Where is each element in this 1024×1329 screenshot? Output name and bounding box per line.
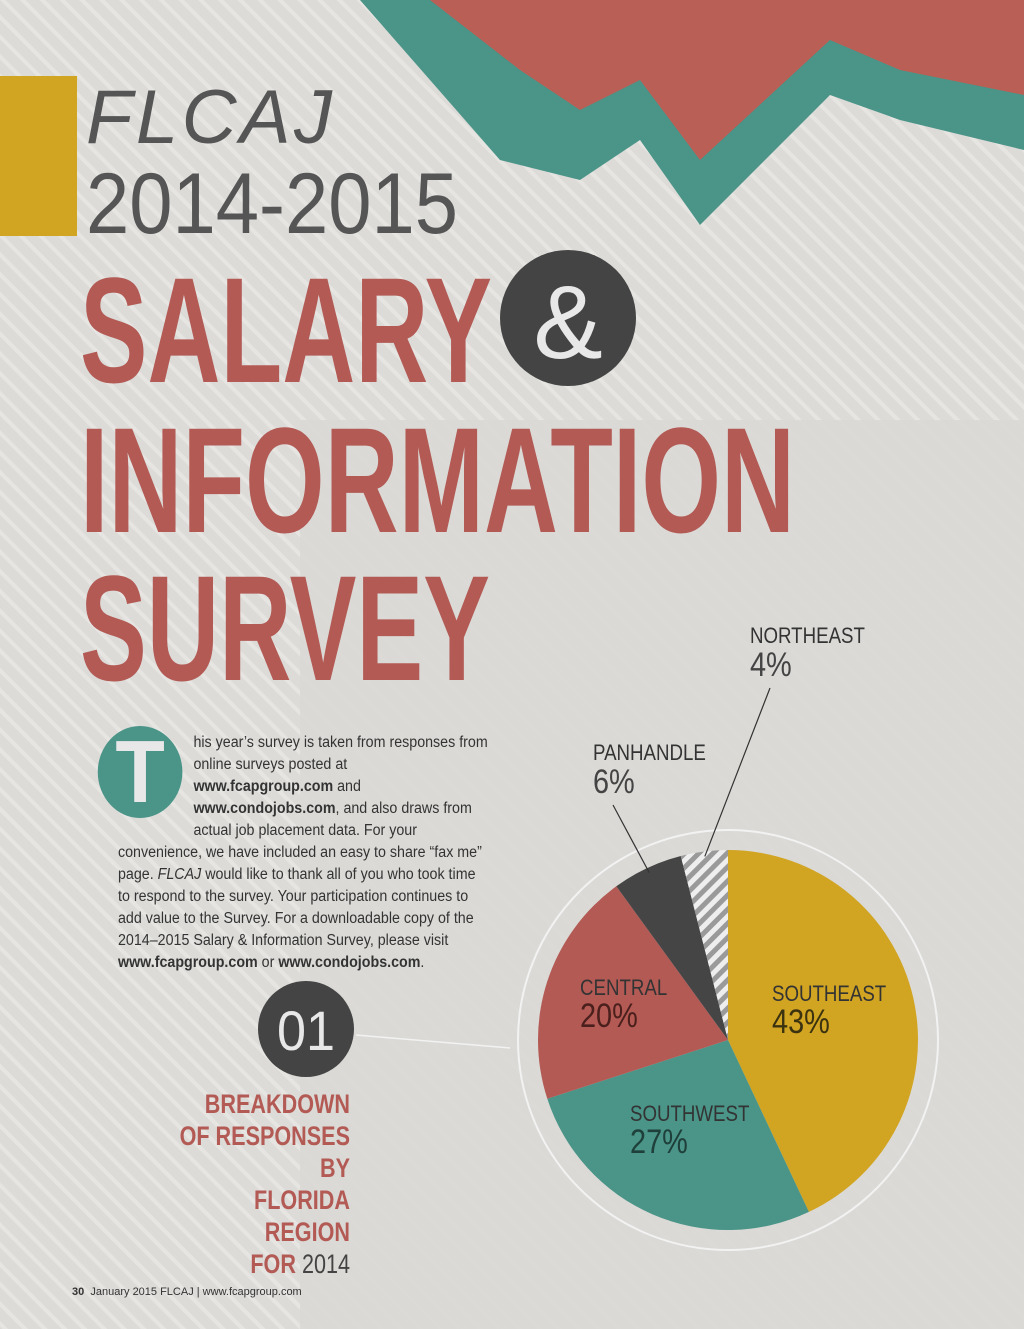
text: . [420, 954, 425, 971]
caption-line: FOR 2014 [166, 1248, 350, 1280]
leader-line [612, 804, 650, 873]
caption-line: OF RESPONSES BY [179, 1121, 350, 1183]
slice-label: NORTHEAST [750, 625, 865, 649]
slice-value-label: 43% [772, 1002, 830, 1041]
ampersand-circle [500, 250, 636, 386]
pie-slice [728, 850, 919, 1212]
text: would like to thank all of you who took … [118, 866, 476, 949]
drop-cap: T [97, 726, 183, 818]
text: his year’s survey is taken from response… [193, 734, 488, 773]
slice-value-label: 20% [580, 996, 638, 1035]
title-line: INFORMATION [80, 396, 795, 564]
text: , and also draws from actual job placeme… [118, 800, 482, 883]
link-text: www.condojobs.com [193, 800, 336, 817]
slice-label: SOUTHWEST [630, 1103, 749, 1127]
page-number: 30 [72, 1286, 85, 1298]
title-line: SALARY [80, 246, 492, 414]
figure-number: 01 [277, 999, 335, 1062]
caption-year: 2014 [301, 1249, 350, 1279]
slice-label: SOUTHEAST [772, 983, 886, 1007]
slice-label: CENTRAL [580, 977, 667, 1001]
pie-slice [538, 886, 728, 1099]
text: and [333, 778, 361, 795]
caption: BREAKDOWN OF RESPONSES BY FLORIDA REGION… [166, 1088, 350, 1280]
text: or [257, 954, 279, 971]
accent-block [0, 76, 77, 236]
zigzag-red [430, 0, 1024, 160]
leader-line [704, 687, 771, 857]
pie-ring [517, 829, 939, 1251]
caption-line: FLORIDA REGION [254, 1185, 350, 1247]
link-text: www.fcapgroup.com [118, 954, 258, 971]
years: 2014-2015 [86, 156, 458, 252]
pie-slice [616, 855, 728, 1040]
caption-line: BREAKDOWN [204, 1089, 350, 1119]
title-line: SURVEY [80, 544, 490, 712]
pie-slice [680, 850, 728, 1040]
figure-number-circle [258, 981, 354, 1077]
connector [355, 1034, 511, 1049]
text: FLCAJ [157, 866, 202, 883]
footer: 30 January 2015 FLCAJ | www.fcapgroup.co… [72, 1286, 302, 1298]
slice-value-label: 27% [630, 1122, 688, 1161]
pie-slice [547, 1040, 809, 1230]
caption-text: FOR [250, 1249, 296, 1279]
slice-label: PANHANDLE [593, 742, 706, 766]
footer-text: January 2015 FLCAJ | www.fcapgroup.com [90, 1286, 302, 1298]
link-text: www.condojobs.com [278, 954, 421, 971]
brand: FLCAJ [86, 75, 333, 160]
ampersand: & [533, 265, 602, 381]
slice-value-label: 6% [593, 762, 635, 801]
slice-value-label: 4% [750, 645, 792, 684]
link-text: www.fcapgroup.com [193, 778, 334, 795]
